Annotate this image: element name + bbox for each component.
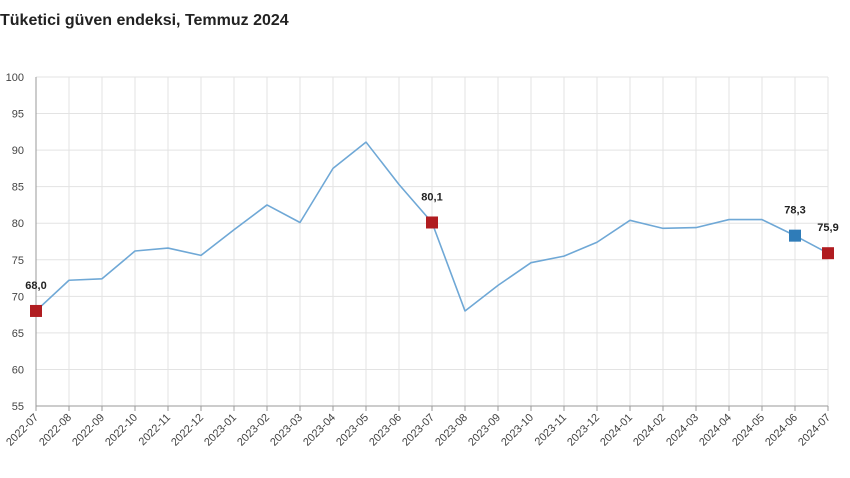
data-label: 75,9 <box>817 222 838 234</box>
x-tick-label: 2024-07 <box>796 412 833 449</box>
y-tick-label: 100 <box>6 72 24 84</box>
x-tick-label: 2024-04 <box>697 412 734 449</box>
marker-layer <box>30 216 834 317</box>
data-label: 80,1 <box>421 191 442 203</box>
chart-title: Tüketici güven endeksi, Temmuz 2024 <box>0 12 289 29</box>
x-tick-label: 2023-01 <box>202 412 239 449</box>
x-tick-label: 2023-11 <box>533 412 569 448</box>
x-tick-labels: 2022-072022-082022-092022-102022-112022-… <box>4 412 833 449</box>
axes <box>35 77 829 411</box>
x-tick-label: 2023-06 <box>367 412 404 449</box>
x-tick-label: 2024-03 <box>664 412 701 449</box>
y-tick-label: 55 <box>12 401 24 413</box>
data-labels-layer: 68,0 80,1 78,3 75,9 <box>25 191 838 291</box>
x-tick-label: 2023-03 <box>268 412 305 449</box>
x-tick-label: 2024-02 <box>631 412 668 449</box>
grid-lines <box>35 76 829 407</box>
data-label: 68,0 <box>25 280 46 292</box>
y-tick-label: 75 <box>12 255 24 267</box>
x-tick-label: 2024-01 <box>598 412 635 449</box>
y-tick-label: 65 <box>12 328 24 340</box>
x-tick-label: 2023-10 <box>499 412 536 449</box>
y-tick-label: 60 <box>12 364 24 376</box>
x-tick-label: 2022-08 <box>37 412 74 449</box>
x-tick-label: 2023-04 <box>301 412 338 449</box>
x-tick-label: 2023-08 <box>433 412 470 449</box>
y-tick-labels: 55 60 65 70 75 80 85 90 95 100 <box>6 72 24 413</box>
x-tick-label: 2024-06 <box>763 412 800 449</box>
x-tick-label: 2023-07 <box>400 412 437 449</box>
marker-square <box>822 247 834 260</box>
y-tick-label: 85 <box>12 182 24 194</box>
y-tick-label: 70 <box>12 291 24 303</box>
y-tick-label: 90 <box>12 145 24 157</box>
x-tick-label: 2023-05 <box>334 412 371 449</box>
x-tick-label: 2022-12 <box>169 412 206 449</box>
x-tick-label: 2023-02 <box>235 412 272 449</box>
marker-square <box>426 216 438 229</box>
x-tick-label: 2024-05 <box>730 412 767 449</box>
y-tick-label: 80 <box>12 218 24 230</box>
x-tick-label: 2022-11 <box>137 412 173 448</box>
x-tick-label: 2023-12 <box>565 412 602 449</box>
x-tick-label: 2022-09 <box>70 412 107 449</box>
data-label: 78,3 <box>784 205 805 217</box>
x-tick-label: 2022-10 <box>103 412 140 449</box>
marker-square <box>30 304 42 317</box>
y-tick-label: 95 <box>12 109 24 121</box>
x-tick-label: 2023-09 <box>466 412 503 449</box>
marker-square <box>789 229 801 242</box>
x-tick-label: 2022-07 <box>4 412 41 449</box>
